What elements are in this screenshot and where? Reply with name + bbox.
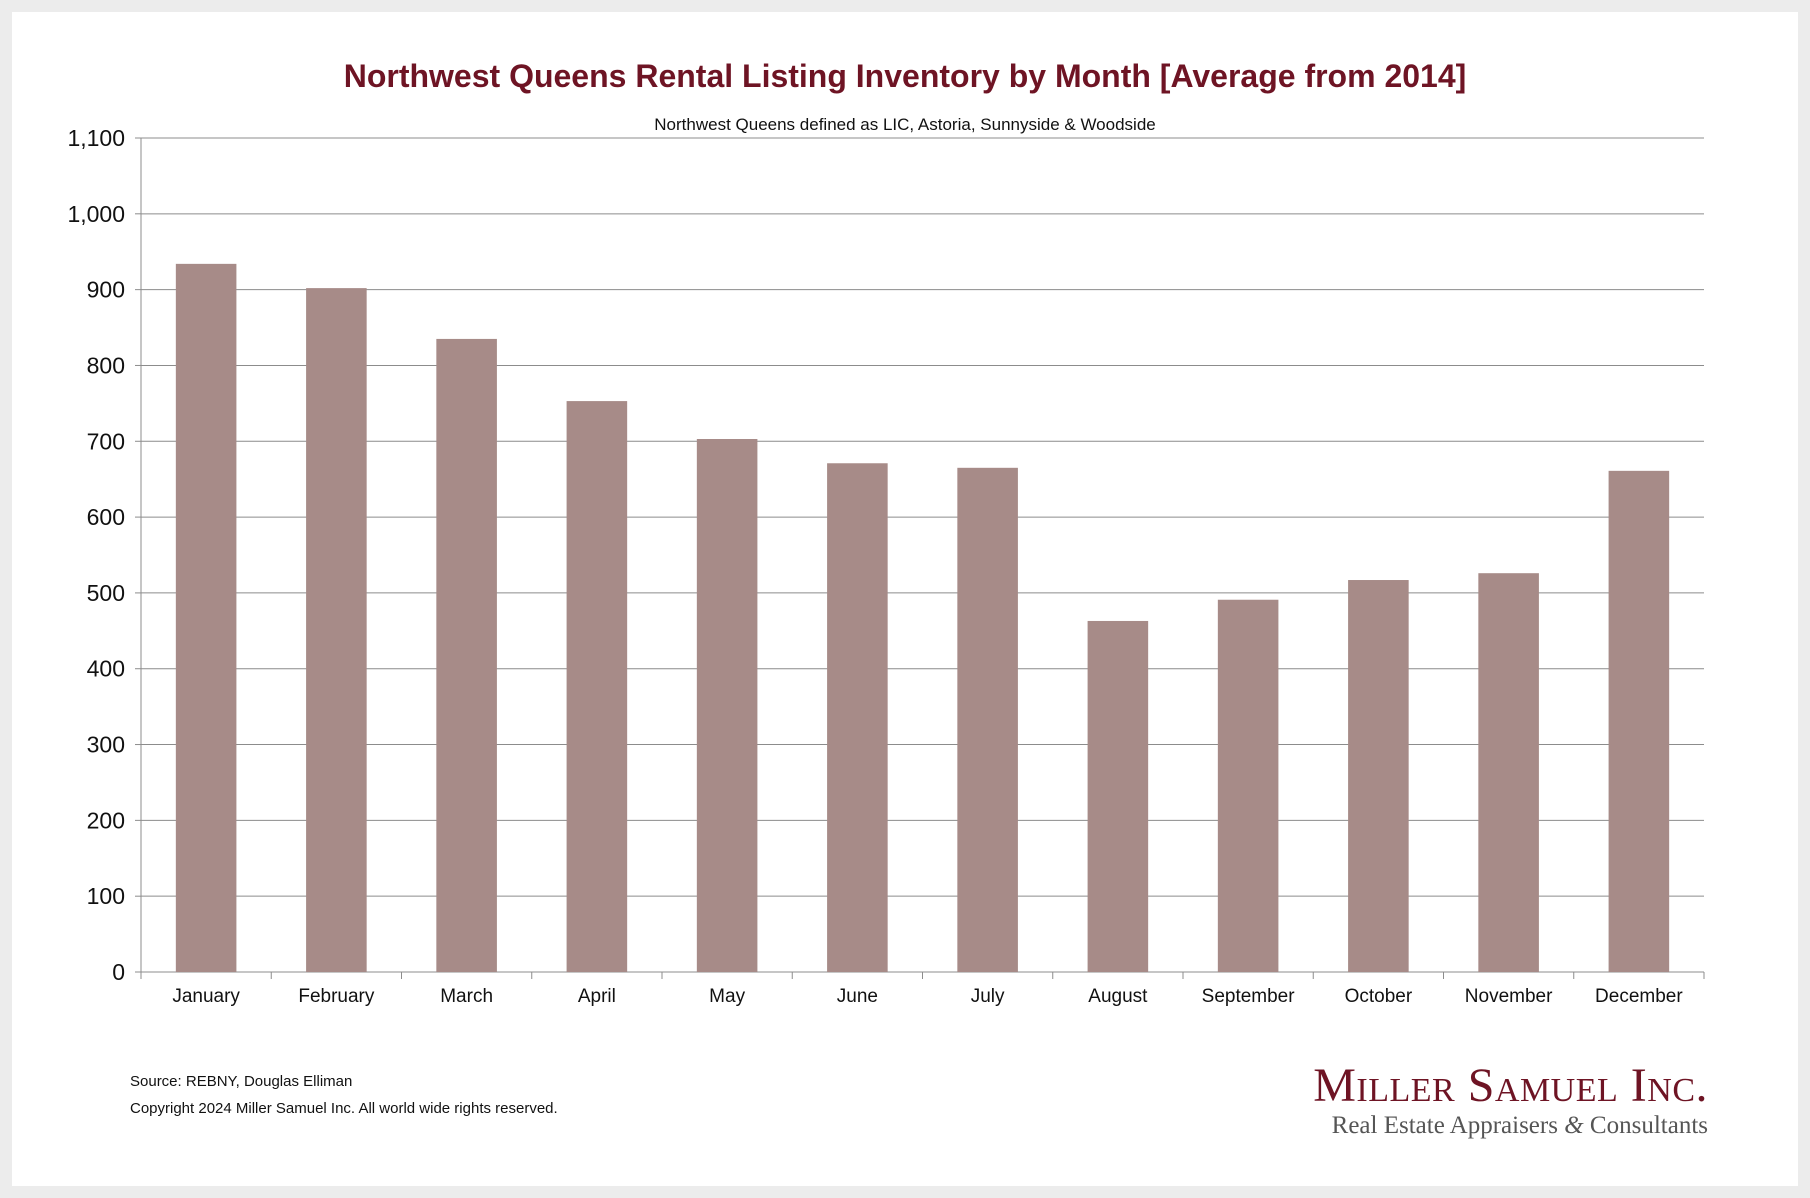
y-tick-label-500: 500 [87, 580, 125, 606]
bar-june [827, 463, 888, 972]
bar-march [436, 338, 497, 972]
y-tick-label-0: 0 [112, 959, 125, 985]
x-tick-label-december: December [1595, 986, 1683, 1007]
x-tick-label-may: May [709, 986, 745, 1007]
bar-december [1608, 470, 1670, 972]
y-tick-label-100: 100 [87, 883, 125, 909]
bar-january [175, 263, 237, 973]
x-tick-label-march: March [440, 986, 493, 1007]
x-tick-label-october: October [1345, 986, 1413, 1007]
bar-july [957, 467, 1018, 972]
chart-subtitle: Northwest Queens defined as LIC, Astoria… [654, 115, 1156, 134]
chart-title: Northwest Queens Rental Listing Inventor… [343, 58, 1467, 94]
x-tick-label-april: April [578, 986, 616, 1007]
y-tick-label-1100: 1,100 [67, 125, 125, 151]
bar-february [306, 288, 367, 972]
x-tick-label-february: February [298, 986, 375, 1007]
source-note: Source: REBNY, Douglas Elliman [130, 1073, 353, 1090]
bar-may [696, 438, 758, 972]
y-tick-label-800: 800 [87, 352, 125, 378]
y-tick-label-600: 600 [87, 504, 125, 530]
bar-april [566, 401, 628, 972]
y-tick-label-1000: 1,000 [67, 201, 125, 227]
x-tick-label-june: June [837, 986, 878, 1007]
bar-chart: 0 100 200 300 400 500 600 700 800 900 1,000 1,100 Ja… [67, 125, 1705, 1007]
tagline-part1: Real Estate Appraisers [1331, 1112, 1565, 1139]
bar-november [1478, 573, 1539, 972]
tagline-ampersand: & [1564, 1112, 1584, 1139]
company-tagline: Real Estate Appraisers & Consultants [1332, 1112, 1708, 1140]
x-tick-label-november: November [1465, 986, 1553, 1007]
y-tick-label-200: 200 [87, 807, 125, 833]
y-tick-label-400: 400 [87, 656, 125, 682]
bar-august [1087, 620, 1149, 972]
x-tick-label-august: August [1088, 986, 1148, 1007]
company-logo: Miller Samuel Inc. [1313, 1059, 1708, 1112]
bar-september [1217, 599, 1279, 972]
y-tick-label-300: 300 [87, 732, 125, 758]
x-tick-label-september: September [1202, 986, 1296, 1007]
x-tick-label-july: July [971, 986, 1005, 1007]
x-tick-label-january: January [172, 986, 240, 1007]
y-tick-label-900: 900 [87, 277, 125, 303]
tagline-part2: Consultants [1583, 1112, 1708, 1139]
copyright-note: Copyright 2024 Miller Samuel Inc. All wo… [130, 1100, 558, 1117]
chart-frame: Northwest Queens Rental Listing Inventor… [12, 12, 1798, 1186]
bar-october [1348, 580, 1409, 972]
y-tick-label-700: 700 [87, 428, 125, 454]
